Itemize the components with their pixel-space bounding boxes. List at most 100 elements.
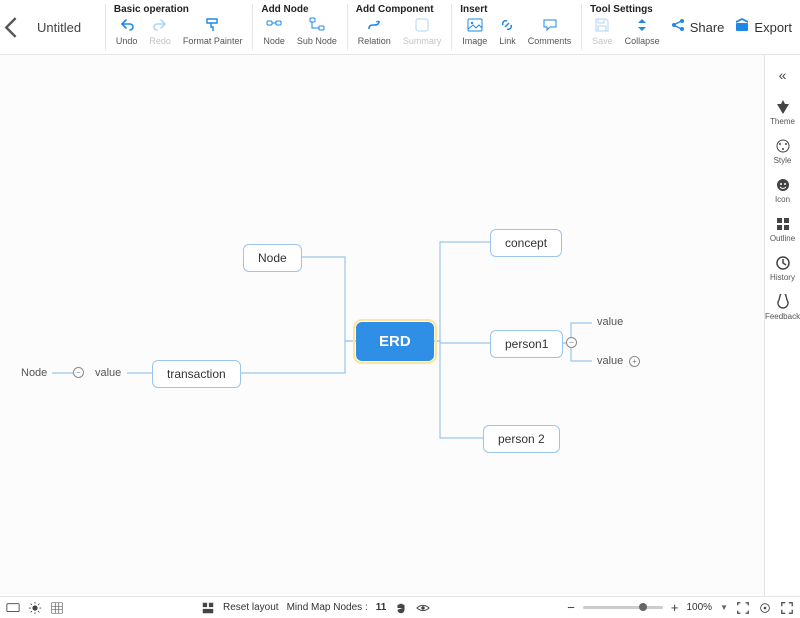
sun-icon[interactable]	[28, 601, 42, 615]
export-icon	[734, 17, 750, 37]
hand-icon[interactable]	[394, 601, 408, 615]
undo-icon	[119, 17, 135, 33]
panel-collapse-button[interactable]: «	[779, 61, 787, 93]
node-person1-label: person1	[505, 337, 548, 351]
redo-icon	[152, 17, 168, 33]
comments-label: Comments	[528, 36, 572, 46]
theme-icon	[775, 99, 791, 115]
panel-feedback[interactable]: Feedback	[765, 288, 800, 327]
node-node-label: Node	[258, 251, 287, 265]
panel-icon[interactable]: Icon	[765, 171, 800, 210]
node-person2[interactable]: person 2	[483, 425, 560, 453]
node-label: Node	[263, 36, 285, 46]
share-label: Share	[690, 20, 725, 35]
eye-icon[interactable]	[416, 601, 430, 615]
node-concept-label: concept	[505, 236, 547, 250]
relation-label: Relation	[358, 36, 391, 46]
comments-icon	[542, 17, 558, 33]
panel-history-label: History	[770, 273, 795, 282]
zoom-slider[interactable]	[583, 606, 663, 609]
insert-link-button[interactable]: Link	[493, 15, 522, 49]
reset-layout-icon[interactable]	[201, 601, 215, 615]
export-button[interactable]: Export	[734, 17, 792, 37]
group-add-node-title: Add Node	[257, 2, 343, 15]
save-label: Save	[592, 36, 613, 46]
node-transaction[interactable]: transaction	[152, 360, 241, 388]
export-label: Export	[754, 20, 792, 35]
node-person1[interactable]: person1	[490, 330, 563, 358]
style-icon	[775, 138, 791, 154]
add-node-button[interactable]: Node	[257, 15, 291, 49]
value-text-1[interactable]: value	[597, 316, 623, 328]
image-icon	[467, 17, 483, 33]
link-icon	[499, 17, 515, 33]
group-basic-title: Basic operation	[110, 2, 249, 15]
topbar-right: Share Export	[670, 0, 800, 54]
back-button[interactable]	[0, 0, 25, 54]
panel-style[interactable]: Style	[765, 132, 800, 171]
node-erd[interactable]: ERD	[356, 322, 434, 361]
group-insert-title: Insert	[456, 2, 577, 15]
panel-style-label: Style	[774, 156, 792, 165]
format-painter-label: Format Painter	[183, 36, 243, 46]
node-icon	[266, 17, 282, 33]
topbar: Untitled Basic operation Undo Redo Forma…	[0, 0, 800, 55]
floating-node-text[interactable]: Node	[21, 367, 47, 379]
add-handle-person1[interactable]: +	[629, 356, 640, 367]
insert-image-button[interactable]: Image	[456, 15, 493, 49]
panel-feedback-label: Feedback	[765, 312, 800, 321]
insert-comments-button[interactable]: Comments	[522, 15, 578, 49]
node-transaction-label: transaction	[167, 367, 226, 381]
group-tool-settings: Tool Settings Save Collapse	[582, 0, 670, 54]
node-node[interactable]: Node	[243, 244, 302, 272]
redo-button: Redo	[143, 15, 177, 49]
zoom-out[interactable]: −	[567, 600, 575, 615]
collapse-icon	[634, 17, 650, 33]
grid-icon[interactable]	[50, 601, 64, 615]
panel-theme[interactable]: Theme	[765, 93, 800, 132]
summary-button: Summary	[397, 15, 448, 49]
collapse-label: Collapse	[625, 36, 660, 46]
panel-history[interactable]: History	[765, 249, 800, 288]
panel-outline-label: Outline	[770, 234, 795, 243]
image-label: Image	[462, 36, 487, 46]
save-button: Save	[586, 15, 619, 49]
group-insert: Insert Image Link Comments	[452, 0, 581, 54]
collapse-button[interactable]: Collapse	[619, 15, 666, 49]
center-icon[interactable]	[758, 601, 772, 615]
fullscreen-icon[interactable]	[780, 601, 794, 615]
face-icon	[775, 177, 791, 193]
fit-icon[interactable]	[736, 601, 750, 615]
zoom-in[interactable]: +	[671, 600, 679, 615]
expand-handle-person1[interactable]: −	[566, 337, 577, 348]
node-count: 11	[376, 602, 387, 613]
undo-label: Undo	[116, 36, 138, 46]
undo-button[interactable]: Undo	[110, 15, 144, 49]
value-text-2[interactable]: value	[597, 355, 623, 367]
group-basic: Basic operation Undo Redo Format Painter	[106, 0, 253, 54]
zoom-dropdown-icon[interactable]: ▼	[720, 603, 728, 612]
group-add-component: Add Component Relation Summary	[348, 0, 452, 54]
add-subnode-button[interactable]: Sub Node	[291, 15, 343, 49]
expand-handle-transaction[interactable]: −	[73, 367, 84, 378]
display-mode-icon[interactable]	[6, 601, 20, 615]
panel-theme-label: Theme	[770, 117, 795, 126]
canvas[interactable]: ERD Node transaction concept person1 per…	[0, 55, 764, 596]
zoom-thumb[interactable]	[639, 603, 647, 611]
outline-icon	[775, 216, 791, 232]
right-panel: « Theme Style Icon Outline History Feedb…	[764, 55, 800, 596]
value-text-3[interactable]: value	[95, 367, 121, 379]
relation-button[interactable]: Relation	[352, 15, 397, 49]
format-painter-button[interactable]: Format Painter	[177, 15, 249, 49]
reset-layout-label[interactable]: Reset layout	[223, 602, 279, 613]
panel-outline[interactable]: Outline	[765, 210, 800, 249]
relation-icon	[366, 17, 382, 33]
share-button[interactable]: Share	[670, 17, 725, 37]
doc-title[interactable]: Untitled	[25, 0, 105, 54]
nodes-label: Mind Map Nodes :	[287, 602, 368, 613]
panel-icon-label: Icon	[775, 195, 790, 204]
link-label: Link	[499, 36, 516, 46]
statusbar: Reset layout Mind Map Nodes : 11 − + 100…	[0, 596, 800, 618]
node-concept[interactable]: concept	[490, 229, 562, 257]
zoom-percent: 100%	[686, 602, 712, 613]
